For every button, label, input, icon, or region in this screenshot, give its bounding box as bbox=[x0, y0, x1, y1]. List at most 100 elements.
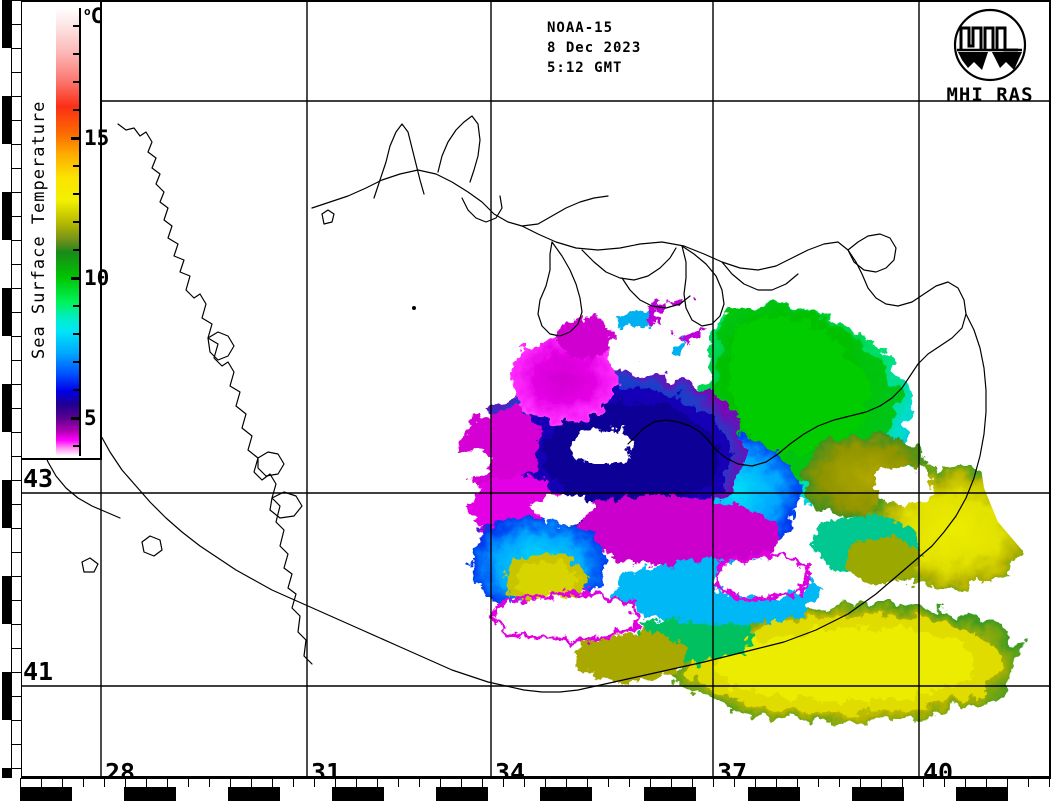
ruler-tick bbox=[12, 72, 21, 73]
ruler-tick bbox=[188, 779, 189, 788]
ruler-tick bbox=[12, 240, 21, 241]
ruler-tick bbox=[12, 408, 21, 409]
ruler-tick bbox=[776, 779, 777, 788]
colorbar-major-tick bbox=[71, 136, 80, 140]
ruler-block bbox=[124, 787, 176, 801]
ruler-tick bbox=[12, 624, 21, 625]
cloud-edge-rims bbox=[487, 551, 813, 645]
ruler-tick bbox=[314, 779, 315, 788]
colorbar-minor-tick bbox=[73, 80, 80, 83]
ruler-tick bbox=[12, 768, 21, 769]
colorbar-minor-tick bbox=[73, 388, 80, 391]
ruler-tick bbox=[293, 779, 294, 788]
ruler-tick bbox=[20, 779, 21, 788]
ruler-tick bbox=[1028, 779, 1029, 788]
ruler-tick bbox=[251, 779, 252, 788]
mhi-ras-emblem-icon bbox=[953, 8, 1027, 82]
ruler-block bbox=[592, 787, 644, 801]
ruler-block bbox=[540, 787, 592, 801]
ruler-tick bbox=[755, 779, 756, 788]
ruler-block bbox=[2, 672, 11, 720]
colorbar-panel: Sea Surface Temperature oC 15 10 5 bbox=[22, 2, 109, 460]
ruler-tick bbox=[41, 779, 42, 788]
latitude-label-41: 41 bbox=[23, 657, 54, 686]
ruler-tick bbox=[797, 779, 798, 788]
ruler-tick bbox=[419, 779, 420, 788]
ruler-tick bbox=[12, 744, 21, 745]
ruler-tick bbox=[839, 779, 840, 788]
ruler-tick bbox=[62, 779, 63, 788]
ruler-block bbox=[2, 288, 11, 336]
ruler-tick bbox=[12, 528, 21, 529]
ruler-block bbox=[2, 0, 11, 48]
acquisition-info: NOAA-15 8 Dec 2023 5:12 GMT bbox=[547, 18, 641, 78]
frame-right bbox=[1049, 0, 1051, 778]
ruler-block bbox=[20, 787, 72, 801]
sst-region-s-magenta-band bbox=[578, 494, 782, 568]
ruler-block bbox=[2, 432, 11, 480]
ruler-tick bbox=[818, 779, 819, 788]
colorbar-minor-tick bbox=[73, 52, 80, 55]
ruler-block bbox=[228, 787, 280, 801]
ruler-tick bbox=[734, 779, 735, 788]
ruler-tick bbox=[12, 48, 21, 49]
colorbar-minor-tick bbox=[73, 164, 80, 167]
colorbar-panel-bottom bbox=[22, 458, 102, 460]
ruler-block bbox=[280, 787, 332, 801]
ruler-block bbox=[2, 96, 11, 144]
logo-caption: MHI RAS bbox=[946, 84, 1034, 106]
latitude-label-43: 43 bbox=[23, 464, 54, 493]
colorbar-tick-label: 15 bbox=[84, 125, 110, 150]
ruler-tick bbox=[545, 779, 546, 788]
ruler-tick bbox=[12, 360, 21, 361]
ruler-tick bbox=[650, 779, 651, 788]
frame-bottom bbox=[22, 776, 1051, 778]
ruler-tick bbox=[12, 672, 21, 673]
ruler-tick bbox=[12, 504, 21, 505]
ruler-block bbox=[696, 787, 748, 801]
ruler-tick bbox=[12, 696, 21, 697]
land-mask bbox=[22, 2, 1049, 777]
ruler-block bbox=[1008, 787, 1051, 801]
ruler-tick bbox=[209, 779, 210, 788]
ruler-tick bbox=[12, 456, 21, 457]
ruler-tick bbox=[524, 779, 525, 788]
ruler-tick bbox=[146, 779, 147, 788]
ruler-tick bbox=[965, 779, 966, 788]
ruler-block bbox=[436, 787, 488, 801]
colorbar-tick-label: 5 bbox=[84, 405, 97, 430]
ruler-tick bbox=[986, 779, 987, 788]
acquisition-time: 5:12 GMT bbox=[547, 60, 623, 76]
colorbar-tick-label: 10 bbox=[84, 265, 110, 290]
ruler-tick bbox=[104, 779, 105, 788]
ruler-tick bbox=[12, 24, 21, 25]
ruler-tick bbox=[944, 779, 945, 788]
degree-symbol: o bbox=[84, 5, 91, 18]
ruler-tick bbox=[12, 96, 21, 97]
ruler-block bbox=[748, 787, 800, 801]
colorbar-minor-tick bbox=[73, 444, 80, 447]
ruler-block bbox=[2, 480, 11, 528]
colorbar-title: Sea Surface Temperature bbox=[29, 100, 49, 360]
ruler-tick bbox=[12, 336, 21, 337]
ruler-tick bbox=[398, 779, 399, 788]
ruler-block bbox=[956, 787, 1008, 801]
ruler-tick bbox=[12, 552, 21, 553]
ruler-block bbox=[2, 528, 11, 576]
colorbar-minor-tick bbox=[73, 24, 80, 27]
ruler-tick bbox=[860, 779, 861, 788]
colorbar-major-tick bbox=[71, 416, 80, 420]
ruler-tick bbox=[12, 600, 21, 601]
ruler-tick bbox=[881, 779, 882, 788]
ruler-block bbox=[2, 768, 11, 778]
colorbar-minor-tick bbox=[73, 220, 80, 223]
ruler-tick bbox=[167, 779, 168, 788]
ruler-tick bbox=[1049, 779, 1050, 788]
map-canvas[interactable] bbox=[22, 2, 1049, 777]
ruler-tick bbox=[902, 779, 903, 788]
ruler-tick bbox=[377, 779, 378, 788]
ruler-tick bbox=[335, 779, 336, 788]
ruler-block bbox=[2, 336, 11, 384]
ruler-tick bbox=[12, 480, 21, 481]
